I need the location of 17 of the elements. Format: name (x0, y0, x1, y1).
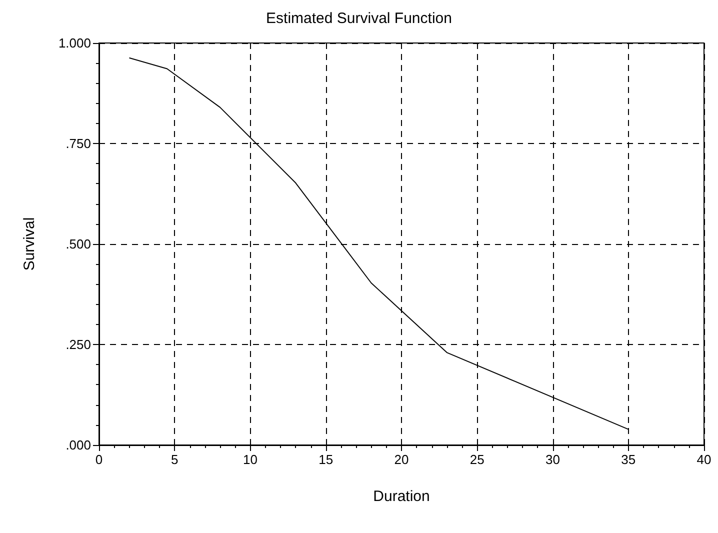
x-tick-label: 25 (470, 452, 484, 467)
x-tick-label: 5 (171, 452, 178, 467)
y-tick-label: 1.000 (58, 36, 91, 50)
x-tick-label: 30 (546, 452, 560, 467)
y-tick-label: .500 (66, 236, 91, 252)
x-tick-label: 40 (696, 452, 712, 467)
x-tick-label: 35 (621, 452, 636, 467)
x-axis-title: Duration (373, 488, 430, 505)
y-tick-label: .250 (66, 337, 91, 352)
chart-title: Estimated Survival Function (266, 10, 452, 27)
x-tick-label: 0 (95, 452, 103, 467)
x-tick-label: 15 (318, 452, 334, 467)
y-axis-title: Survival (21, 217, 38, 271)
x-tick-label: 20 (394, 452, 409, 467)
x-tick-label: 10 (243, 452, 258, 467)
y-tick-label: .000 (66, 438, 91, 452)
y-tick-label: .750 (66, 136, 91, 151)
